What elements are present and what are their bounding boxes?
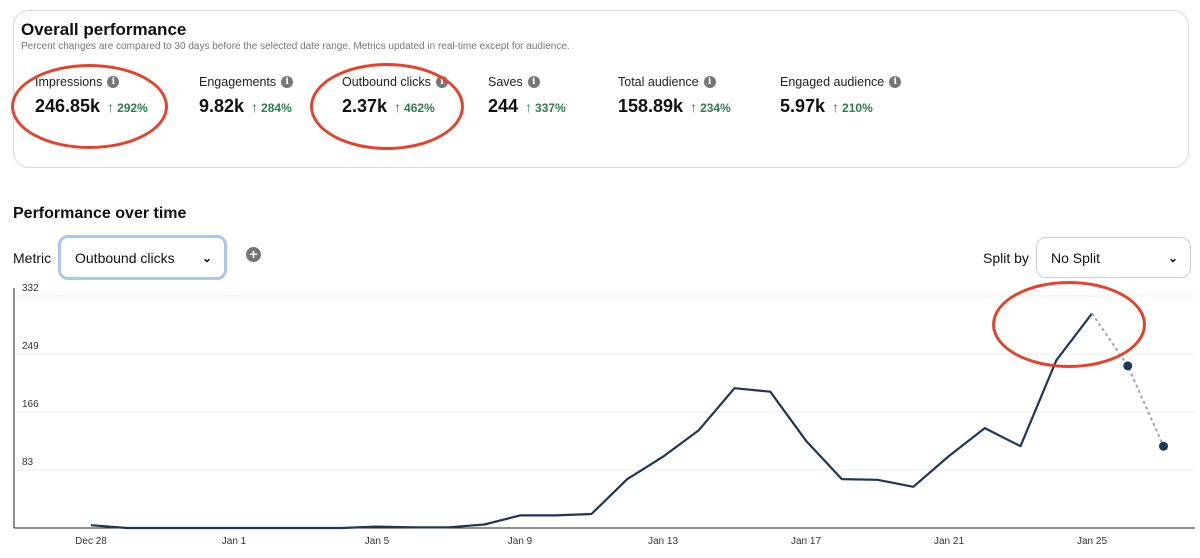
metric-change: 292% xyxy=(117,101,148,115)
split-by-select[interactable]: No Split ⌄ xyxy=(1036,237,1191,278)
metric-saves[interactable]: Saves i 244 ↑ 337% xyxy=(488,74,566,117)
chevron-down-icon: ⌄ xyxy=(1167,250,1178,265)
metric-value: 244 xyxy=(488,96,519,116)
metric-change: 234% xyxy=(700,101,731,115)
overall-performance-card xyxy=(13,10,1189,168)
info-icon[interactable]: i xyxy=(107,76,120,88)
arrow-up-icon: ↑ xyxy=(525,99,533,115)
metric-value: 9.82k xyxy=(199,96,245,116)
projected-point xyxy=(1123,361,1133,371)
metric-select-label: Metric xyxy=(13,250,52,266)
metric-outbound-clicks[interactable]: Outbound clicks i 2.37k ↑ 462% xyxy=(342,74,448,117)
performance-chart: 83 166 249 332 Dec 28 Jan 1 Jan 5 Jan 9 Jan 13 Ja… xyxy=(13,284,1195,547)
split-by-label: Split by xyxy=(983,250,1029,266)
metric-value: 158.89k xyxy=(618,96,684,116)
info-icon[interactable]: i xyxy=(889,76,902,88)
overall-performance-subtitle: Percent changes are compared to 30 days … xyxy=(21,41,570,52)
info-icon[interactable]: i xyxy=(703,76,716,88)
arrow-up-icon: ↑ xyxy=(394,99,402,115)
arrow-up-icon: ↑ xyxy=(251,99,259,115)
add-metric-icon[interactable]: + xyxy=(246,247,261,262)
series-line-projected xyxy=(1091,312,1165,447)
performance-over-time-title: Performance over time xyxy=(13,205,187,222)
x-tick-label: Jan 9 xyxy=(508,536,533,547)
metric-impressions[interactable]: Impressions i 246.85k ↑ 292% xyxy=(35,74,148,117)
arrow-up-icon: ↑ xyxy=(690,99,698,115)
metric-value: 246.85k xyxy=(35,96,101,116)
metric-value: 5.97k xyxy=(780,96,826,116)
split-by-select-value: No Split xyxy=(1051,249,1101,266)
metric-label: Total audience xyxy=(618,75,699,89)
metric-select-value: Outbound clicks xyxy=(75,249,175,266)
arrow-up-icon: ↑ xyxy=(832,99,840,115)
x-tick-label: Jan 21 xyxy=(934,536,964,547)
info-icon[interactable]: i xyxy=(281,76,294,88)
info-icon[interactable]: i xyxy=(527,76,540,88)
y-tick-label: 83 xyxy=(22,457,34,468)
x-tick-label: Jan 1 xyxy=(222,536,247,547)
arrow-up-icon: ↑ xyxy=(107,99,115,115)
metric-engaged-audience[interactable]: Engaged audience i 5.97k ↑ 210% xyxy=(780,74,902,117)
chevron-down-icon: ⌄ xyxy=(201,250,212,265)
y-tick-label: 332 xyxy=(22,284,39,294)
metric-change: 462% xyxy=(404,101,435,115)
metric-label: Outbound clicks xyxy=(342,75,431,89)
metric-label: Saves xyxy=(488,75,523,89)
metric-change: 284% xyxy=(261,101,292,115)
metric-label: Engagements xyxy=(199,75,277,89)
metric-value: 2.37k xyxy=(342,96,388,116)
projected-point xyxy=(1159,441,1168,451)
metric-change: 210% xyxy=(842,101,873,115)
metric-select[interactable]: Outbound clicks ⌄ xyxy=(58,235,227,280)
metric-label: Impressions xyxy=(35,75,103,89)
x-tick-label: Jan 5 xyxy=(365,536,390,547)
metric-total-audience[interactable]: Total audience i 158.89k ↑ 234% xyxy=(618,74,731,117)
x-tick-label: Jan 25 xyxy=(1077,536,1107,547)
metric-label: Engaged audience xyxy=(780,75,885,89)
metric-change: 337% xyxy=(535,101,566,115)
x-tick-label: Jan 13 xyxy=(648,536,678,547)
info-icon[interactable]: i xyxy=(435,76,448,88)
x-tick-label: Dec 28 xyxy=(75,536,107,547)
overall-performance-title: Overall performance xyxy=(21,20,187,39)
y-tick-label: 249 xyxy=(22,341,39,352)
metric-engagements[interactable]: Engagements i 9.82k ↑ 284% xyxy=(199,74,294,117)
series-line-outbound-clicks xyxy=(90,312,1093,530)
y-tick-label: 166 xyxy=(22,399,39,410)
x-tick-label: Jan 17 xyxy=(791,536,821,547)
